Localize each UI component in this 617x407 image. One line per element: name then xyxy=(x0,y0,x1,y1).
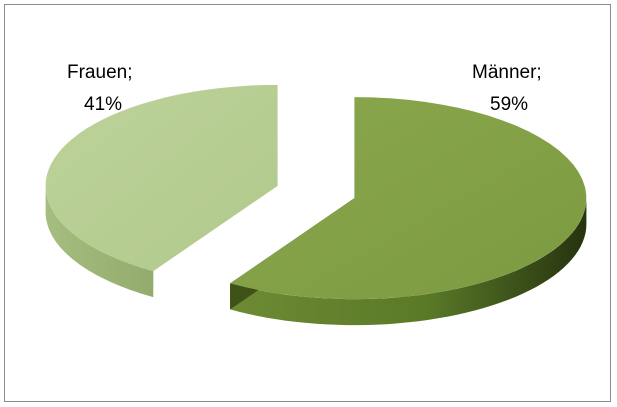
data-label-maenner-percent: 59% xyxy=(490,94,528,115)
slice-maenner-top xyxy=(230,97,587,300)
slice-maenner-side xyxy=(230,198,587,326)
slice-frauen-side xyxy=(45,185,154,298)
slice-maenner xyxy=(230,97,587,326)
data-label-maenner: Männer; 59% xyxy=(472,62,547,115)
data-label-maenner-name: Männer; xyxy=(472,62,542,83)
slice-frauen-top xyxy=(45,84,278,272)
data-label-frauen-name: Frauen; xyxy=(67,62,132,83)
data-label-frauen-percent: 41% xyxy=(84,94,122,115)
data-label-frauen: Frauen; 41% xyxy=(67,62,138,115)
slice-frauen xyxy=(45,84,278,298)
